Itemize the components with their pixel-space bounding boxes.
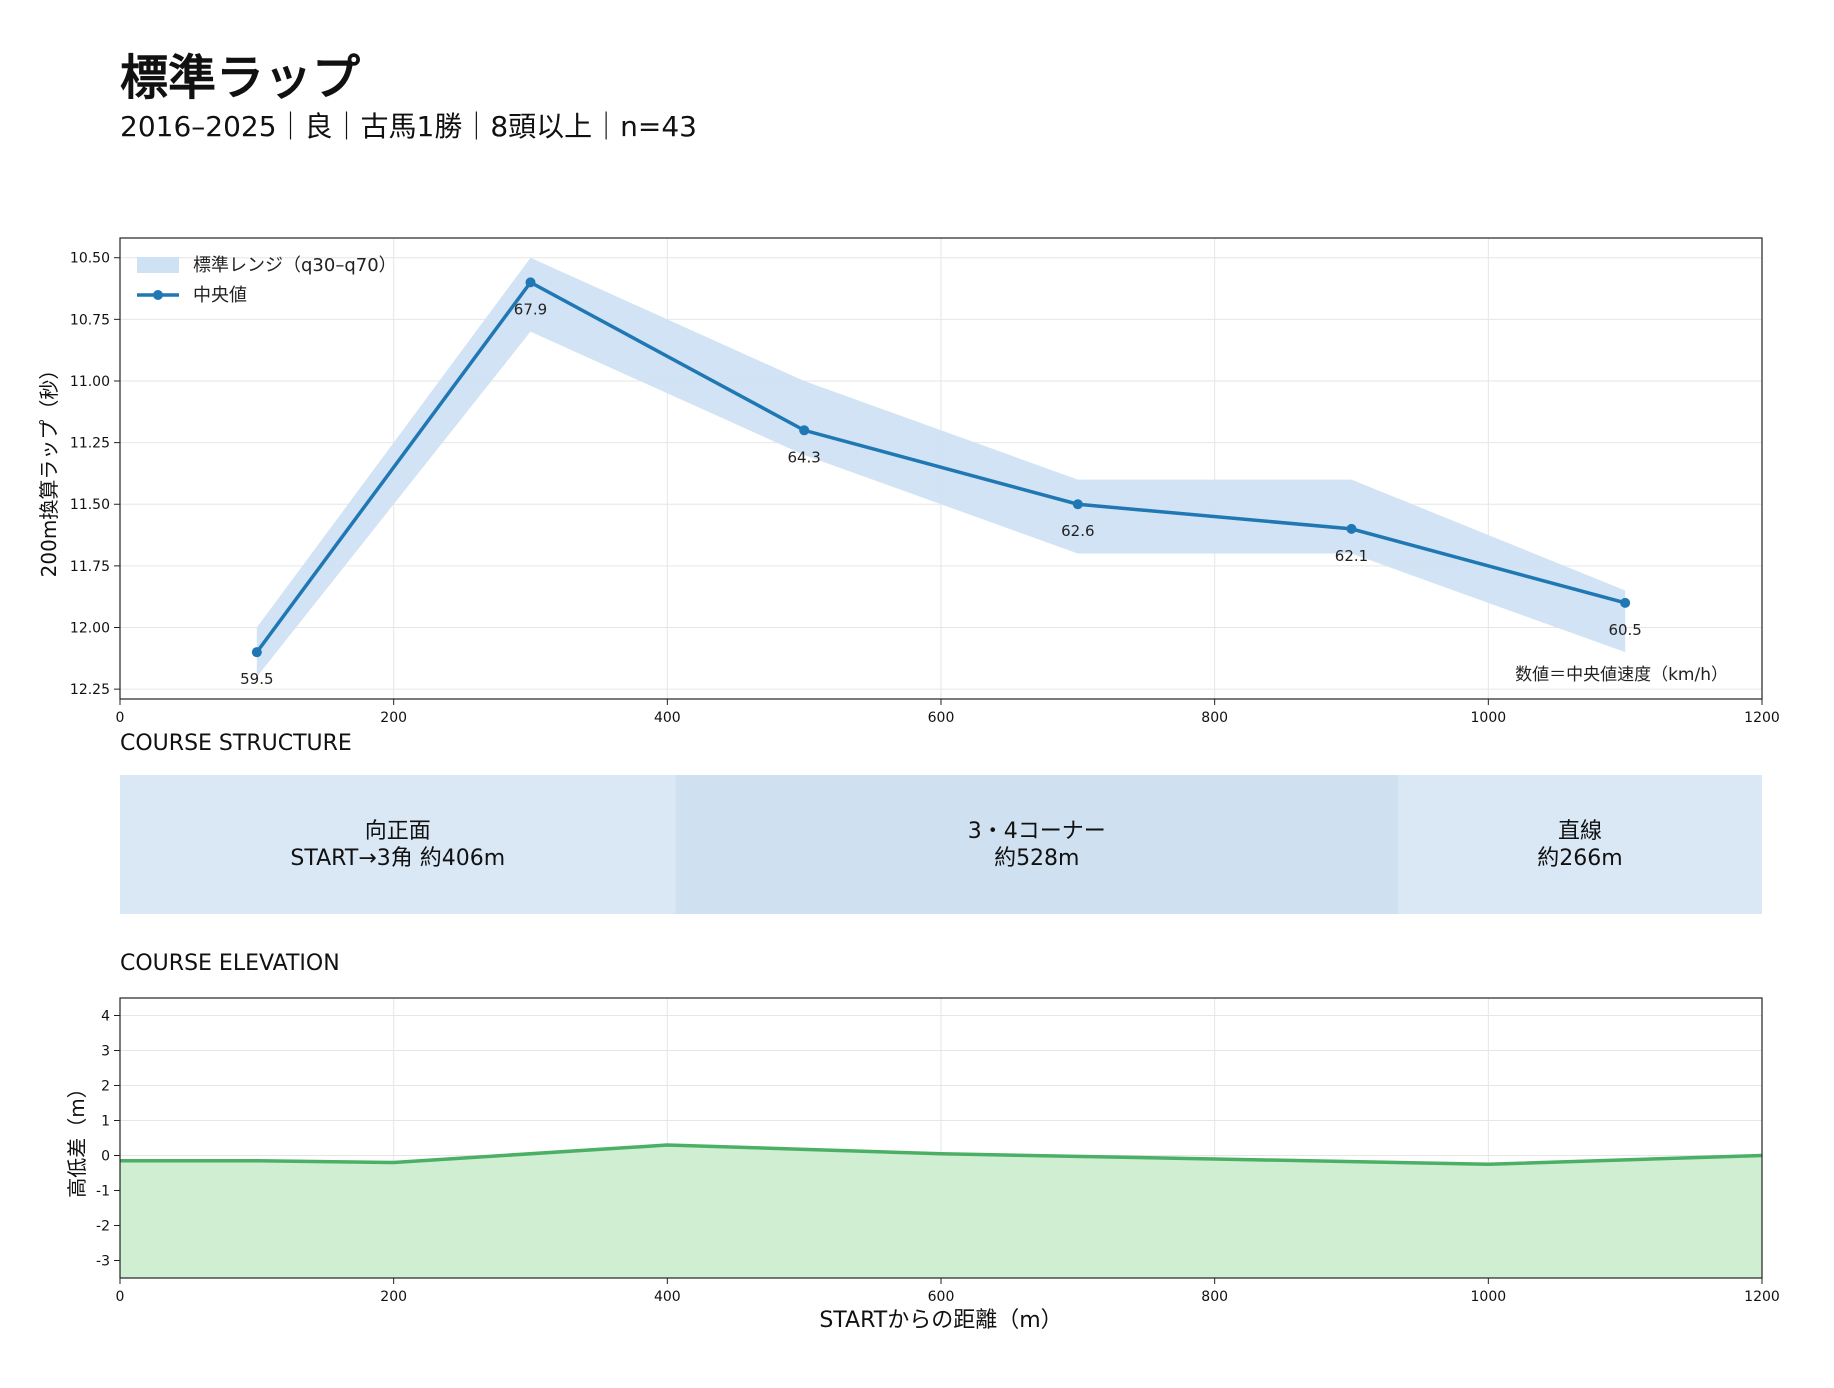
x-tick-label: 800: [1201, 1289, 1228, 1305]
y-tick-label: 11.25: [70, 436, 110, 452]
x-tick-label: 0: [116, 1289, 125, 1305]
x-tick-label: 1200: [1744, 710, 1780, 726]
legend-band-label: 標準レンジ（q30–q70）: [193, 255, 397, 276]
data-label: 64.3: [787, 448, 820, 466]
y-tick-label: 10.50: [70, 251, 110, 267]
y-tick-label: 1: [101, 1114, 110, 1130]
legend-line-marker: [153, 290, 163, 300]
segment-label-line1: 向正面: [365, 819, 431, 844]
y-tick-label: 2: [101, 1079, 110, 1095]
y-tick-label: 10.75: [70, 312, 110, 328]
segment-label-line1: 直線: [1558, 819, 1602, 844]
data-label: 59.5: [240, 670, 273, 688]
y-tick-label: 11.75: [70, 559, 110, 575]
y-tick-label: -3: [96, 1254, 110, 1270]
segment-label-line1: 3・4コーナー: [968, 819, 1106, 844]
data-label: 67.9: [514, 300, 547, 318]
x-tick-label: 600: [928, 710, 955, 726]
median-line: [255, 280, 1626, 654]
x-tick-label: 600: [928, 1289, 955, 1305]
y-axis-title: 高低差（m）: [65, 1078, 89, 1197]
y-tick-label: 11.50: [70, 497, 110, 513]
y-tick-label: -2: [96, 1219, 110, 1235]
data-label: 62.1: [1335, 547, 1368, 565]
median-point: [1346, 523, 1357, 534]
segment-label-line2: 約266m: [1537, 846, 1622, 871]
median-point: [525, 277, 536, 288]
x-tick-label: 0: [116, 710, 125, 726]
structure-segment: [1398, 775, 1762, 914]
y-tick-label: 3: [101, 1044, 110, 1060]
structure-segment: [675, 775, 1399, 914]
x-tick-label: 400: [654, 710, 681, 726]
median-point: [1620, 597, 1631, 608]
x-tick-label: 800: [1201, 710, 1228, 726]
elevation-area: [120, 1145, 1762, 1278]
x-tick-label: 1000: [1471, 710, 1507, 726]
y-axis-title: 200m換算ラップ（秒）: [37, 360, 61, 578]
x-tick-label: 200: [380, 1289, 407, 1305]
course-elevation-chart: 0 200 400 600 800 1000 1200 4 3 2 1 0 -1 -2 -3 STARTからの…: [65, 997, 1780, 1333]
x-axis-title: STARTからの距離（m）: [819, 1308, 1062, 1333]
segment-label-line2: START→3角 約406m: [290, 846, 505, 871]
median-point: [799, 425, 810, 436]
data-label: 60.5: [1608, 621, 1641, 639]
page-title: 標準ラップ: [120, 50, 361, 106]
structure-section-title: COURSE STRUCTURE: [120, 731, 352, 756]
segment-label-line2: 約528m: [994, 846, 1079, 871]
speed-annotation: 数値＝中央値速度（km/h）: [1515, 665, 1728, 685]
elevation-line: [120, 1143, 1763, 1167]
elevation-section-title: COURSE ELEVATION: [120, 951, 340, 976]
y-tick-label: 11.00: [70, 374, 110, 390]
y-tick-label: 4: [101, 1009, 110, 1025]
structure-segment: [120, 775, 676, 914]
median-point: [1072, 499, 1083, 510]
y-tick-label: 12.25: [70, 682, 110, 698]
y-tick-label: -1: [96, 1184, 110, 1200]
lap-chart: 59.5 67.9 64.3 62.6 62.1 60.5 0 200 400 600 800 100…: [37, 237, 1780, 726]
legend-line-label: 中央値: [193, 285, 247, 306]
median-point: [251, 647, 262, 658]
y-tick-label: 0: [101, 1149, 110, 1165]
y-tick-label: 12.00: [70, 621, 110, 637]
x-tick-label: 400: [654, 1289, 681, 1305]
x-tick-label: 1000: [1471, 1289, 1507, 1305]
page-subtitle: 2016–2025｜良｜古馬1勝｜8頭以上｜n=43: [120, 110, 697, 143]
x-tick-label: 1200: [1744, 1289, 1780, 1305]
x-tick-label: 200: [380, 710, 407, 726]
data-label: 62.6: [1061, 522, 1094, 540]
legend-band-swatch: [137, 257, 179, 273]
